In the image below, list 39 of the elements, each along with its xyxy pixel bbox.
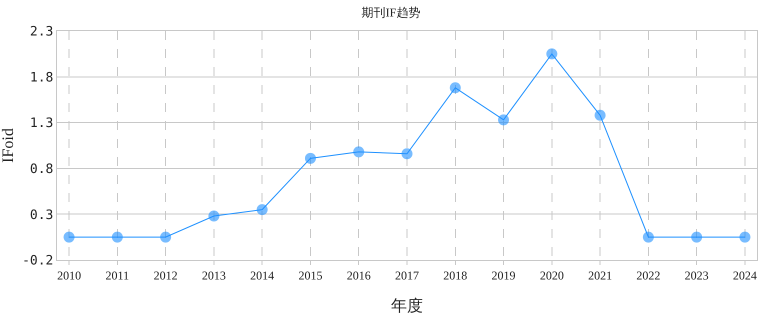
y-tick-label: 1.3 xyxy=(30,116,54,132)
x-tick-label: 2012 xyxy=(154,268,178,282)
y-tick-label: 2.3 xyxy=(30,24,54,40)
x-tick-label: 2021 xyxy=(588,268,612,282)
point xyxy=(112,232,123,243)
point xyxy=(353,146,364,158)
x-tick-label: 2017 xyxy=(395,268,419,282)
x-tick-label: 2020 xyxy=(540,268,564,282)
y-tick-label: 0.8 xyxy=(30,162,54,177)
y-tick-label: 1.8 xyxy=(30,70,54,86)
x-tick-label: 2019 xyxy=(492,268,516,282)
x-tick-label: 2023 xyxy=(684,268,709,282)
x-tick-label: 2016 xyxy=(346,268,371,282)
y-tick-label: -0.2 xyxy=(22,254,54,269)
x-tick-label: 2022 xyxy=(636,268,660,282)
point xyxy=(64,232,75,243)
x-tick-label: 2010 xyxy=(57,268,82,282)
point xyxy=(739,232,750,243)
point xyxy=(691,232,702,243)
point xyxy=(498,114,510,126)
x-tick-label: 2011 xyxy=(106,268,130,282)
x-tick-label: 2015 xyxy=(298,268,322,282)
point xyxy=(546,48,558,60)
point xyxy=(208,210,220,222)
chart-title: 期刊IF趋势 xyxy=(362,6,420,20)
point xyxy=(594,110,606,121)
x-tick-label: 2018 xyxy=(443,268,468,282)
x-axis-title: 年度 xyxy=(391,297,423,316)
x-tick-label: 2013 xyxy=(202,268,226,282)
x-tick-label: 2014 xyxy=(250,268,274,282)
point xyxy=(256,204,268,216)
point xyxy=(304,152,316,164)
point xyxy=(160,232,172,243)
point xyxy=(450,82,461,94)
y-tick-label: 0.3 xyxy=(30,208,54,223)
y-axis-title: IFoid xyxy=(0,128,17,163)
point xyxy=(642,232,654,243)
x-tick-label: 2024 xyxy=(732,268,757,282)
point xyxy=(402,148,412,160)
